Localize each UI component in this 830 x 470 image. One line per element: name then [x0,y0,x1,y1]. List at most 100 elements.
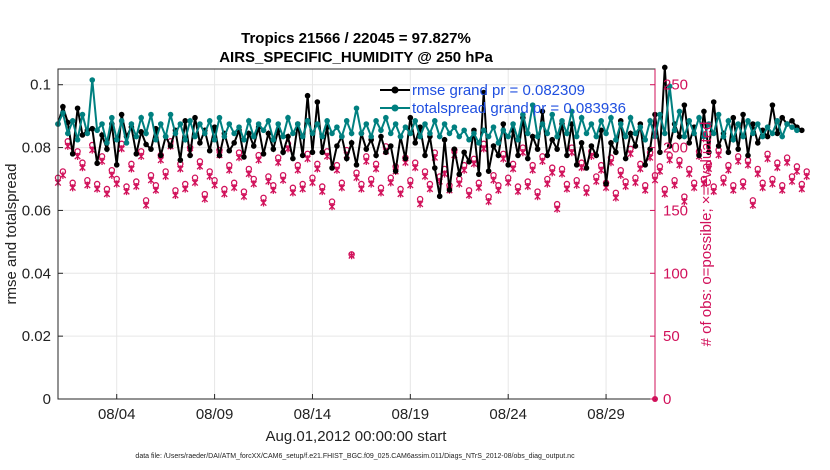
rmse-point [383,149,389,156]
obs-evaluated-point [191,179,199,187]
y2-tick-label: 200 [663,140,688,157]
totalspread-point [206,118,213,124]
totalspread-point [324,118,330,124]
obs-evaluated-point [460,166,468,174]
rmse-point [456,171,463,178]
totalspread-point [246,118,252,124]
legend: rmse grand pr = 0.082309 totalspread gra… [380,82,626,117]
totalspread-point [520,111,526,118]
totalspread-point [710,130,717,137]
totalspread-point [226,121,233,127]
rmse-point [725,149,732,156]
totalspread-point [285,114,291,121]
totalspread-point [750,130,756,137]
rmse-point [505,162,511,168]
y-axis-label: rmse and totalspread [3,164,20,305]
obs-evaluated-point [744,161,752,169]
y-tick-label: 0.06 [22,202,51,219]
obs-evaluated-point [671,181,678,189]
totalspread-point [686,118,693,124]
obs-evaluated-point [230,184,238,192]
rmse-point [603,180,609,187]
obs-evaluated-point [690,184,698,192]
totalspread-point [358,130,365,137]
obs-evaluated-point [558,170,566,178]
obs-evaluated-point [715,151,722,159]
obs-evaluated-point [573,181,580,189]
obs-evaluated-point [421,172,429,181]
rmse-point [89,125,96,132]
totalspread-point [407,130,414,137]
x-tick-label: 08/24 [489,406,527,423]
rmse-point [211,124,218,130]
series-layer [54,64,810,402]
obs-evaluated-point [270,186,277,194]
obs-evaluated-point [221,190,228,198]
rmse-point [157,152,164,159]
x-tick-label: 08/04 [98,406,136,423]
rmse-point [490,143,497,149]
rmse-point [480,89,487,96]
totalspread-point [123,140,130,146]
totalspread-point [476,140,482,146]
rmse-point [392,168,399,174]
rmse-point [549,136,556,143]
obs-evaluated-point [59,171,67,179]
obs-evaluated-point [705,165,713,173]
totalspread-point [211,136,218,143]
totalspread-point [192,133,198,140]
obs-evaluated-point [397,190,404,198]
totalspread-point [143,130,149,137]
totalspread-point [113,136,120,143]
totalspread-point [275,121,282,127]
rmse-point [417,124,423,130]
totalspread-point [754,121,761,127]
rmse-point [534,146,541,152]
totalspread-point [397,133,404,140]
totalspread-point [647,118,653,124]
obs-evaluated-point [133,182,140,191]
totalspread-point [573,133,580,140]
rmse-point [348,140,355,146]
totalspread-point [89,77,96,83]
obs-evaluated-point [568,149,576,157]
obs-evaluated-point [162,172,169,181]
rmse-point [334,143,340,149]
rmse-point [476,171,482,178]
rmse-point [710,99,717,105]
obs-evaluated-point [226,166,233,174]
totalspread-point [794,127,800,134]
obs-evaluated-point [416,200,424,208]
rmse-point [661,64,668,71]
totalspread-point [314,121,321,127]
totalspread-point [417,133,423,140]
totalspread-point [627,114,634,121]
totalspread-point [480,127,487,134]
obs-evaluated-point [172,191,179,199]
rmse-point [329,165,335,171]
rmse-point [250,143,257,149]
rmse-point [167,143,174,149]
legend-rmse-label: rmse grand pr = 0.082309 [412,82,585,99]
obs-evaluated-point [103,190,111,198]
totalspread-point [299,133,306,140]
rmse-point [466,158,472,165]
totalspread-point [177,121,184,127]
totalspread-point [515,136,521,143]
obs-evaluated-point [504,179,512,187]
obs-evaluated-point [265,177,272,186]
rmse-point [769,102,776,108]
rmse-point [750,121,756,127]
obs-evaluated-point [769,180,776,188]
totalspread-point [373,118,379,124]
rmse-point [94,160,100,167]
obs-evaluated-point [274,159,282,167]
obs-evaluated-point [548,169,556,177]
obs-evaluated-point [309,179,316,187]
totalspread-point [339,133,345,140]
obs-evaluated-point [353,174,360,182]
totalspread-point [745,118,751,124]
obs-evaluated-point [98,157,106,165]
totalspread-point [402,124,409,130]
rmse-point [314,99,321,105]
